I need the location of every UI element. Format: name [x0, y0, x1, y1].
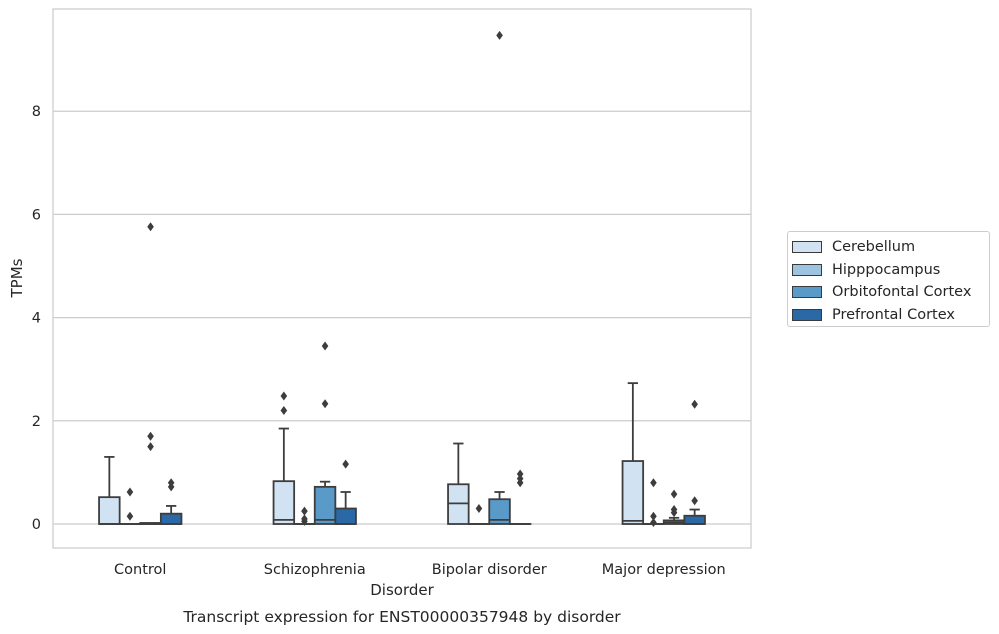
x-tick-label: Schizophrenia [264, 562, 366, 578]
outlier-point [691, 496, 698, 506]
outlier-point [126, 511, 134, 521]
outlier-point [342, 459, 349, 469]
boxes [98, 382, 706, 525]
legend-swatch [792, 286, 822, 299]
legend-label: Cerebellum [832, 239, 916, 256]
legend-label: Prefrontal Cortex [832, 307, 955, 324]
outlier-point [650, 478, 657, 488]
outlier-point [147, 442, 154, 452]
outlier-point [301, 506, 308, 516]
x-tick-labels: Control Schizophrenia Bipolar disorder Majo… [114, 562, 726, 578]
outlier-point [670, 489, 678, 499]
y-tick-label: 2 [32, 414, 41, 430]
chart-title: Transcript expression for ENST0000035794… [182, 608, 621, 626]
x-tick-label: Major depression [602, 562, 726, 578]
outlier-point [670, 505, 678, 515]
outlier-point [650, 511, 657, 521]
legend-label: Orbitofontal Cortex [832, 284, 972, 301]
box [313, 485, 337, 525]
outlier-point [650, 517, 657, 527]
outlier-point [126, 487, 134, 497]
legend-swatch [792, 309, 822, 322]
box [98, 496, 121, 525]
outlier-point [691, 399, 698, 409]
legend-item: Orbitofontal Cortex [792, 281, 989, 304]
y-tick-label: 6 [32, 207, 41, 223]
outlier-point [496, 30, 503, 40]
box [334, 507, 357, 525]
box [159, 512, 183, 525]
legend-item: Hipppocampus [792, 259, 989, 282]
outlier-point [516, 469, 524, 479]
y-tick-labels: 0 2 4 6 8 [32, 104, 41, 533]
legend: Cerebellum Hipppocampus Orbitofontal Corte… [787, 231, 990, 327]
legend-label: Hipppocampus [832, 261, 941, 278]
outlier-point [321, 399, 329, 409]
plot-frame [52, 8, 752, 549]
outlier-point [301, 514, 308, 524]
grid-layer [53, 110, 751, 525]
legend-swatch [792, 263, 822, 276]
legend-swatch [792, 241, 822, 254]
x-tick-label: Bipolar disorder [432, 562, 547, 578]
outlier-point [147, 431, 154, 441]
box [488, 498, 511, 525]
box [272, 480, 296, 525]
box [683, 514, 706, 525]
legend-item: Prefrontal Cortex [792, 304, 989, 327]
x-axis-label: Disorder [370, 581, 434, 599]
y-tick-label: 8 [32, 104, 41, 120]
y-tick-label: 0 [32, 517, 41, 533]
outlier-point [280, 405, 288, 415]
box [621, 460, 645, 525]
y-tick-label: 4 [32, 311, 41, 327]
outlier-point [516, 474, 524, 484]
outlier-point [475, 504, 483, 514]
outlier-point [167, 478, 175, 488]
outliers [126, 30, 698, 527]
outlier-point [321, 341, 329, 351]
outlier-point [280, 391, 288, 401]
outlier-point [147, 222, 154, 232]
y-axis-label: TPMs [8, 258, 26, 298]
x-tick-label: Control [114, 562, 166, 578]
legend-item: Cerebellum [792, 236, 989, 259]
